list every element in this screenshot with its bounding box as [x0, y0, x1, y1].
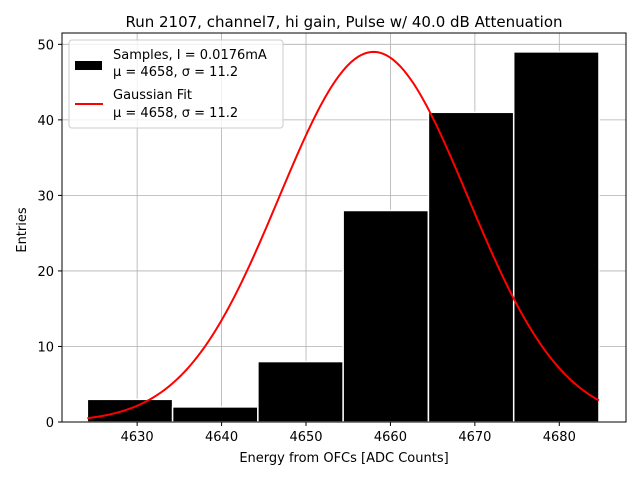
x-axis-ticks: 4630 4640 4650 4660 4670 4680 [121, 422, 576, 445]
plot-frame [61, 32, 627, 423]
histogram-bar [86, 398, 174, 423]
x-tick-label: 4630 [121, 430, 154, 445]
legend-label-samples: Samples, I = 0.0176mA [113, 48, 267, 63]
histogram-bar [257, 360, 344, 423]
gaussian-fit-layer [87, 50, 600, 420]
histogram-bar [512, 51, 600, 423]
gaussian-fit-line [87, 50, 600, 420]
y-tick-label: 40 [37, 114, 54, 129]
y-tick-label: 0 [46, 416, 54, 431]
x-tick-label: 4680 [543, 430, 576, 445]
legend-label-samples-stats: μ = 4658, σ = 11.2 [113, 65, 238, 80]
histogram-bars [86, 51, 600, 423]
legend-label-fit-stats: μ = 4658, σ = 11.2 [113, 106, 238, 121]
y-tick-label: 20 [37, 265, 54, 280]
histogram-bar [171, 406, 259, 423]
y-tick-label: 50 [37, 38, 54, 53]
histogram-bar [342, 209, 430, 423]
x-tick-label: 4640 [205, 430, 238, 445]
x-tick-label: 4670 [458, 430, 491, 445]
histogram-bar [427, 111, 515, 423]
x-tick-label: 4650 [289, 430, 322, 445]
y-tick-label: 10 [37, 340, 54, 355]
y-axis-ticks: 0 10 20 30 40 50 [37, 38, 62, 431]
y-axis-label: Entries [15, 207, 30, 253]
x-tick-label: 4660 [374, 430, 407, 445]
y-tick-label: 30 [37, 189, 54, 204]
legend: Samples, I = 0.0176mA μ = 4658, σ = 11.2… [68, 39, 284, 129]
legend-swatch-samples [75, 61, 102, 70]
chart-title: Run 2107, channel7, hi gain, Pulse w/ 40… [125, 13, 562, 31]
legend-box [68, 39, 284, 129]
legend-label-fit: Gaussian Fit [113, 88, 192, 103]
x-axis-label: Energy from OFCs [ADC Counts] [239, 451, 448, 466]
